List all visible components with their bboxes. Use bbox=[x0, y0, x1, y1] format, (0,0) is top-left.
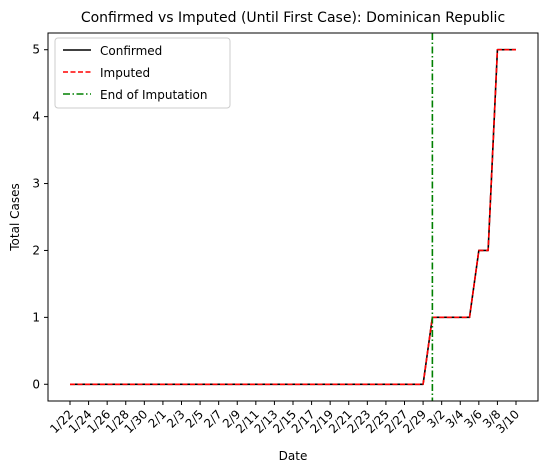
legend-label-end-of-imputation: End of Imputation bbox=[100, 88, 208, 102]
y-tick-label: 2 bbox=[32, 243, 40, 257]
y-tick-label: 0 bbox=[32, 377, 40, 391]
legend-label-confirmed: Confirmed bbox=[100, 44, 162, 58]
y-tick-label: 4 bbox=[32, 110, 40, 124]
y-tick-label: 5 bbox=[32, 43, 40, 57]
y-axis: 0 1 2 3 4 5 bbox=[32, 43, 48, 391]
y-tick-label: 1 bbox=[32, 310, 40, 324]
y-tick-label: 3 bbox=[32, 177, 40, 191]
y-axis-label: Total Cases bbox=[8, 183, 22, 251]
series-layer bbox=[70, 48, 516, 386]
legend-label-imputed: Imputed bbox=[100, 66, 150, 80]
series-line-imputed bbox=[70, 48, 516, 386]
legend: Confirmed Imputed End of Imputation bbox=[54, 37, 231, 109]
legend-box bbox=[54, 37, 231, 109]
chart-title: Confirmed vs Imputed (Until First Case):… bbox=[81, 10, 505, 26]
x-axis-label: Date bbox=[279, 449, 308, 463]
